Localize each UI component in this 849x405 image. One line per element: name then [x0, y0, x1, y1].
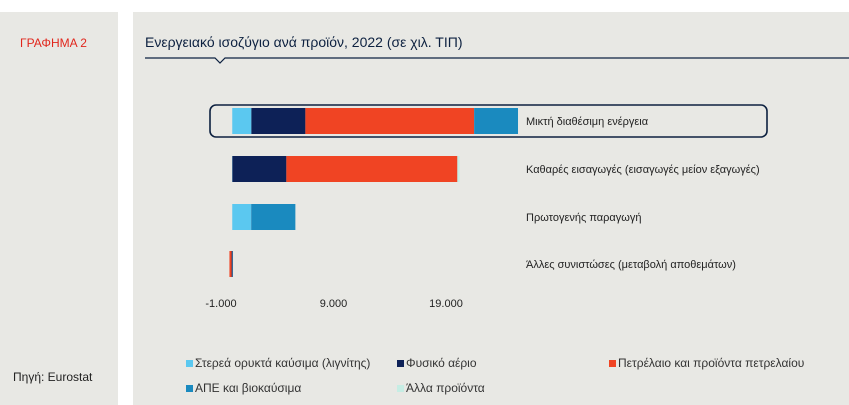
x-tick-label: 9.000 — [320, 298, 348, 310]
figure-label: ΓΡΑΦΗΜΑ 2 — [20, 36, 87, 50]
legend-item-oil: Πετρέλαιο και προϊόντα πετρελαίου — [609, 356, 804, 370]
figure-label-panel: ΓΡΑΦΗΜΑ 2 Πηγή: Eurostat — [0, 12, 118, 405]
legend-swatch — [609, 359, 616, 367]
legend-label: Πετρέλαιο και προϊόντα πετρελαίου — [618, 356, 805, 370]
source-label: Πηγή: Eurostat — [13, 370, 93, 384]
category-label: Άλλες συνιστώσες (μεταβολή αποθεμάτων) — [526, 259, 736, 271]
legend-item-solid-fuels: Στερεά ορυκτά καύσιμα (λιγνίτης) — [186, 356, 370, 370]
highlight-frame — [209, 104, 768, 138]
category-label: Πρωτογενής παραγωγή — [526, 212, 641, 224]
bar-segment — [251, 108, 306, 134]
category-label: Μικτή διαθέσιμη ενέργεια — [526, 116, 649, 128]
bar-segment — [232, 204, 252, 230]
bar-segment — [231, 251, 233, 277]
bar-chart: Μικτή διαθέσιμη ενέργεια Καθαρές εισαγωγέ… — [205, 104, 768, 310]
legend-swatch — [186, 359, 193, 367]
bar-segment — [251, 204, 296, 230]
legend-swatch — [397, 384, 404, 392]
title-rule — [145, 57, 849, 64]
legend-label: ΑΠΕ και βιοκαύσιμα — [195, 381, 302, 395]
legend-label: Άλλα προϊόντα — [406, 381, 485, 395]
legend-item-renewables: ΑΠΕ και βιοκαύσιμα — [186, 381, 301, 395]
category-label: Καθαρές εισαγωγές (εισαγωγές μείον εξαγω… — [526, 164, 760, 176]
chart-panel: Ενεργειακό ισοζύγιο ανά προϊόν, 2022 (σε… — [133, 12, 849, 405]
x-tick-label: 19.000 — [429, 298, 463, 310]
legend-swatch — [186, 384, 193, 392]
legend-item-natural-gas: Φυσικό αέριο — [397, 356, 477, 370]
bar-segment — [229, 251, 232, 277]
bar-segment — [232, 156, 287, 182]
bar-segment — [474, 108, 519, 134]
bar-segment — [305, 108, 475, 134]
bar-segment — [286, 156, 458, 182]
x-tick-label: -1.000 — [205, 298, 236, 310]
chart-title: Ενεργειακό ισοζύγιο ανά προϊόν, 2022 (σε… — [145, 34, 463, 50]
legend-label: Στερεά ορυκτά καύσιμα (λιγνίτης) — [195, 356, 371, 370]
legend-swatch — [397, 359, 404, 367]
bar-segment — [232, 108, 252, 134]
legend-item-other-products: Άλλα προϊόντα — [397, 381, 485, 395]
bar-segment — [457, 156, 460, 182]
legend-label: Φυσικό αέριο — [406, 356, 477, 370]
